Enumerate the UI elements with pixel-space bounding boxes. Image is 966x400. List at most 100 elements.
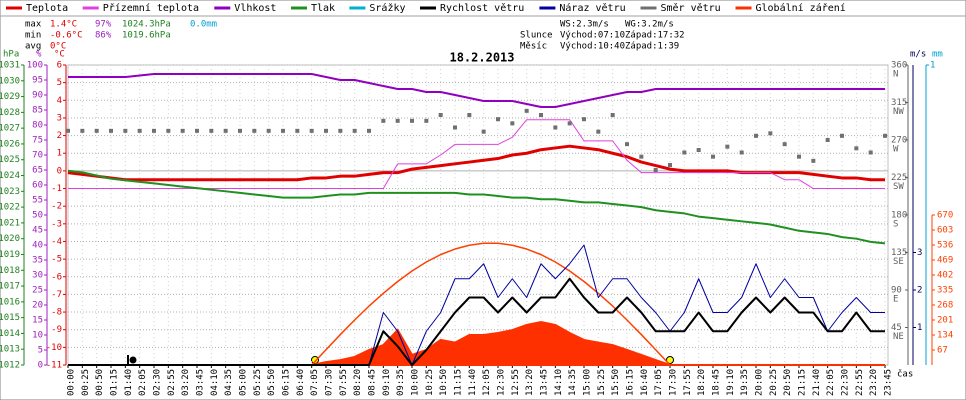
series-point bbox=[840, 133, 844, 138]
y-tick-name: NW bbox=[893, 107, 904, 117]
stat-value: max bbox=[25, 20, 42, 30]
series-point bbox=[152, 128, 156, 133]
series-point bbox=[682, 150, 687, 155]
y-tick-label: 315 bbox=[891, 98, 907, 108]
y-tick-label: 20 bbox=[32, 301, 43, 311]
legend-label: Náraz větru bbox=[559, 2, 625, 14]
y-tick-label: 1026 bbox=[0, 139, 20, 149]
series-point bbox=[266, 128, 271, 133]
x-tick-label: 07:05 bbox=[310, 369, 320, 396]
stat-value: 1024.3hPa bbox=[122, 20, 171, 30]
series-point bbox=[180, 128, 185, 133]
y-tick-label: 85 bbox=[32, 106, 43, 116]
y-tick-label: 1029 bbox=[0, 92, 20, 102]
chart-title: 18.2.2013 bbox=[449, 51, 514, 65]
series-point bbox=[109, 128, 113, 133]
y-tick-label: 1028 bbox=[0, 108, 20, 118]
y-tick-label: 1023 bbox=[0, 187, 20, 197]
series-point bbox=[725, 144, 730, 149]
y-tick-label: 40 bbox=[32, 241, 43, 251]
x-tick-label: 08:45 bbox=[368, 369, 378, 396]
x-tick-label: 16:40 bbox=[640, 369, 650, 396]
x-tick-label: 22:55 bbox=[855, 369, 865, 396]
x-tick-label: 10:25 bbox=[425, 369, 435, 396]
series-point bbox=[295, 128, 300, 133]
info-value: Východ:07:10 bbox=[560, 31, 625, 41]
series-point bbox=[768, 131, 773, 136]
y-tick-label: 270 bbox=[891, 136, 907, 146]
stat-value: 86% bbox=[95, 31, 112, 41]
y-tick-label: 201 bbox=[937, 316, 953, 326]
series-point bbox=[281, 128, 285, 133]
series-line bbox=[311, 242, 671, 366]
x-axis-label: čas bbox=[897, 369, 913, 380]
y-tick-label: 225 bbox=[891, 173, 907, 183]
x-tick-label: 14:35 bbox=[568, 369, 578, 396]
x-tick-label: 21:15 bbox=[798, 369, 808, 396]
y-tick-label: 1020 bbox=[0, 234, 20, 244]
y-tick-label: 134 bbox=[937, 331, 953, 341]
y-tick-label: 1 bbox=[930, 61, 935, 71]
x-tick-label: 06:40 bbox=[296, 369, 306, 396]
legend-label: Přízemní teplota bbox=[103, 2, 199, 14]
series-point bbox=[395, 118, 400, 123]
y-tick-label: 670 bbox=[937, 211, 953, 221]
x-tick-label: 02:05 bbox=[138, 369, 148, 396]
series-point bbox=[782, 142, 787, 147]
series-point bbox=[123, 128, 128, 133]
y-tick-label: 1014 bbox=[0, 329, 20, 339]
x-tick-label: 22:05 bbox=[826, 369, 836, 396]
y-tick-label: 45 bbox=[891, 323, 902, 333]
y-tick-label: 70 bbox=[32, 151, 43, 161]
x-tick-label: 03:20 bbox=[181, 369, 191, 396]
x-tick-label: 20:50 bbox=[783, 369, 793, 396]
series-point bbox=[137, 128, 142, 133]
x-tick-label: 02:55 bbox=[167, 369, 177, 396]
y-tick-label: 1 bbox=[917, 323, 922, 333]
y-tick-name: S bbox=[893, 220, 898, 230]
stat-value: 0°C bbox=[50, 42, 66, 52]
x-tick-label: 21:40 bbox=[812, 369, 822, 396]
x-tick-label: 17:30 bbox=[669, 369, 679, 396]
y-tick-label: 2 bbox=[57, 131, 62, 141]
stat-value: avg bbox=[25, 42, 41, 52]
x-tick-label: 09:10 bbox=[382, 369, 392, 396]
x-tick-label: 12:05 bbox=[482, 369, 492, 396]
series-point bbox=[94, 128, 99, 133]
series-point bbox=[711, 154, 715, 159]
y-tick-label: -3 bbox=[51, 219, 62, 229]
x-tick-label: 19:10 bbox=[726, 369, 736, 396]
x-tick-label: 23:45 bbox=[884, 369, 894, 396]
y-tick-label: 50 bbox=[32, 211, 43, 221]
y-tick-label: 1012 bbox=[0, 361, 20, 371]
stat-value: 1019.6hPa bbox=[122, 31, 171, 41]
y-tick-label: 536 bbox=[937, 241, 953, 251]
series-point bbox=[252, 128, 257, 133]
y-tick-label: 1021 bbox=[0, 218, 20, 228]
series-point bbox=[195, 128, 199, 133]
series-point bbox=[524, 108, 529, 113]
x-tick-label: 15:00 bbox=[583, 369, 593, 396]
series-point bbox=[438, 113, 443, 117]
y-tick-name: SE bbox=[893, 257, 904, 267]
y-tick-label: 1019 bbox=[0, 250, 20, 260]
series-line bbox=[68, 277, 885, 366]
y-axis-unit: °C bbox=[54, 50, 65, 60]
y-tick-label: 35 bbox=[32, 256, 43, 266]
stat-value: min bbox=[25, 31, 41, 41]
series-point bbox=[66, 128, 70, 133]
info-value: Měsíc bbox=[520, 42, 547, 52]
y-tick-label: 1030 bbox=[0, 76, 20, 86]
info-value: Východ:10:40 bbox=[560, 42, 625, 52]
series-point bbox=[553, 125, 558, 130]
x-tick-label: 04:10 bbox=[210, 369, 220, 396]
x-tick-label: 10:00 bbox=[411, 369, 421, 396]
y-tick-label: 95 bbox=[32, 76, 43, 86]
y-tick-label: 1015 bbox=[0, 313, 20, 323]
x-tick-label: 18:20 bbox=[697, 369, 707, 396]
x-tick-label: 05:25 bbox=[253, 369, 263, 396]
y-tick-label: 1016 bbox=[0, 297, 20, 307]
info-value: Západ:17:32 bbox=[625, 31, 685, 41]
y-tick-label: 90 bbox=[891, 286, 902, 296]
series-point bbox=[653, 168, 658, 172]
